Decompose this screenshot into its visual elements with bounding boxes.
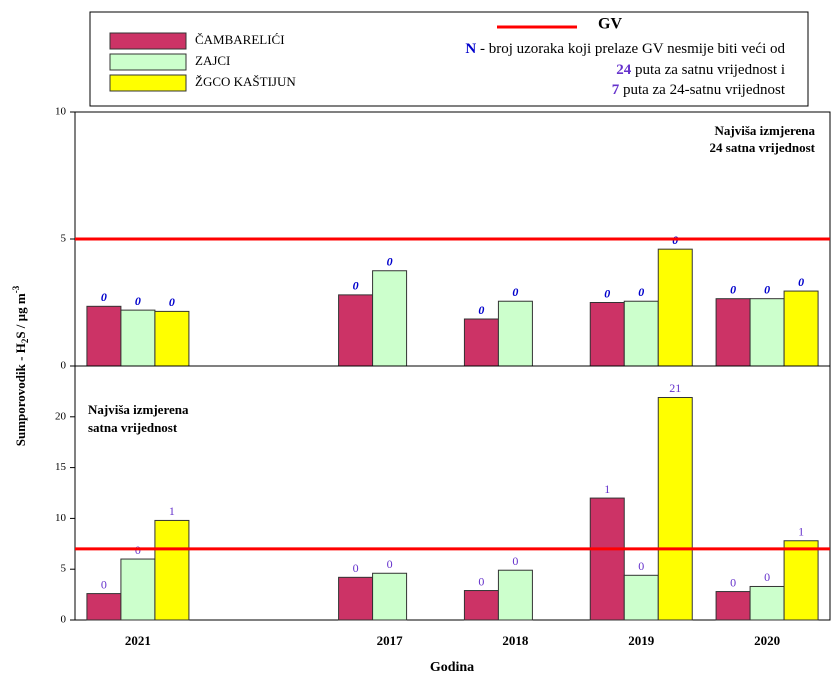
exceedance-label: 0	[101, 577, 107, 591]
bar	[783, 540, 819, 621]
bar	[372, 270, 408, 367]
exceedance-label: 0	[169, 295, 175, 309]
y-tick-label: 5	[61, 563, 67, 575]
exceedance-label: 0	[478, 303, 484, 317]
legend-label: ČAMBARELIĆI	[195, 32, 285, 47]
bar	[463, 590, 499, 621]
x-tick-label: 2017	[377, 633, 404, 648]
label-part: Sumporovodik - H	[13, 343, 28, 446]
legend-note: 7 puta za 24-satnu vrijednost	[612, 82, 786, 98]
exceedance-label: 0	[730, 282, 736, 296]
x-axis-label: Godina	[430, 660, 474, 675]
exceedance-label: 0	[353, 279, 359, 293]
bar	[497, 300, 533, 367]
y-tick-label: 5	[61, 233, 67, 245]
y-tick-label: 10	[55, 106, 67, 118]
bar	[749, 585, 785, 621]
bar	[338, 294, 374, 367]
legend-gv: GV	[598, 16, 622, 33]
y-tick-label: 10	[55, 512, 67, 524]
exceedance-label: 1	[798, 525, 804, 539]
y-tick-label: 15	[55, 461, 67, 473]
bar	[589, 497, 625, 621]
x-tick-label: 2018	[502, 633, 529, 648]
y-tick-label: 0	[61, 614, 67, 626]
exceedance-label: 0	[638, 285, 644, 299]
exceedance-label: 1	[169, 504, 175, 518]
note-text: puta za 24-satnu vrijednost	[619, 82, 786, 98]
exceedance-label: 0	[478, 574, 484, 588]
exceedance-label: 0	[387, 557, 393, 571]
legend-label: ŽGCO KAŠTIJUN	[195, 74, 296, 89]
legend-box	[89, 11, 809, 107]
bar	[623, 300, 659, 367]
exceedance-label: 0	[798, 275, 804, 289]
legend-label: ZAJCI	[195, 53, 230, 68]
bar	[783, 290, 819, 367]
label-part: 2	[20, 338, 30, 343]
exceedance-label: 0	[764, 282, 770, 296]
legend-note: 24 puta za satnu vrijednost i	[616, 62, 785, 78]
bar	[715, 591, 751, 621]
exceedance-label: 0	[135, 294, 141, 308]
exceedance-label: 0	[353, 561, 359, 575]
exceedance-label: 1	[604, 482, 610, 496]
plot-frame	[74, 365, 831, 621]
bar	[623, 574, 659, 621]
legend-swatch	[109, 32, 187, 50]
bar	[120, 558, 156, 621]
bar	[715, 298, 751, 367]
bar	[338, 576, 374, 621]
exceedance-label: 0	[638, 559, 644, 573]
y-axis-label: Sumporovodik - H2S / µg m-3	[11, 285, 30, 446]
x-tick-label: 2019	[628, 633, 655, 648]
legend-swatch	[109, 53, 187, 71]
exceedance-label: 0	[101, 290, 107, 304]
note-text: puta za satnu vrijednost i	[631, 62, 785, 78]
legend-swatch	[109, 74, 187, 92]
bar	[657, 248, 693, 367]
note-text: - broj uzoraka koji prelaze GV nesmije b…	[476, 41, 785, 57]
annotation: Najviša izmjerena	[88, 402, 189, 417]
bar	[463, 318, 499, 367]
legend-note: N - broj uzoraka koji prelaze GV nesmije…	[465, 41, 785, 57]
bar	[749, 298, 785, 367]
bar	[372, 572, 408, 621]
bar	[497, 569, 533, 621]
annotation: satna vrijednost	[88, 420, 178, 435]
x-tick-label: 2021	[125, 633, 151, 648]
exceedance-label: 0	[604, 286, 610, 300]
label-part: S / µg m	[13, 293, 28, 339]
annotation: 24 satna vrijednost	[710, 140, 816, 155]
bar	[120, 309, 156, 367]
exceedance-label: 0	[387, 255, 393, 269]
x-tick-label: 2020	[754, 633, 780, 648]
bar	[154, 519, 190, 621]
bar	[589, 302, 625, 367]
note-letter: N	[465, 41, 476, 57]
bar	[86, 305, 122, 367]
exceedance-label: 0	[764, 570, 770, 584]
y-tick-label: 20	[55, 410, 67, 422]
exceedance-label: 21	[669, 381, 681, 395]
note-count: 24	[616, 62, 632, 78]
label-part: -3	[11, 285, 21, 293]
exceedance-label: 0	[512, 285, 518, 299]
bar	[154, 310, 190, 367]
bar	[657, 396, 693, 621]
y-tick-label: 0	[61, 360, 67, 372]
exceedance-label: 0	[512, 554, 518, 568]
note-count: 7	[612, 82, 620, 98]
bar	[86, 593, 122, 621]
annotation: Najviša izmjerena	[715, 123, 816, 138]
exceedance-label: 0	[730, 575, 736, 589]
